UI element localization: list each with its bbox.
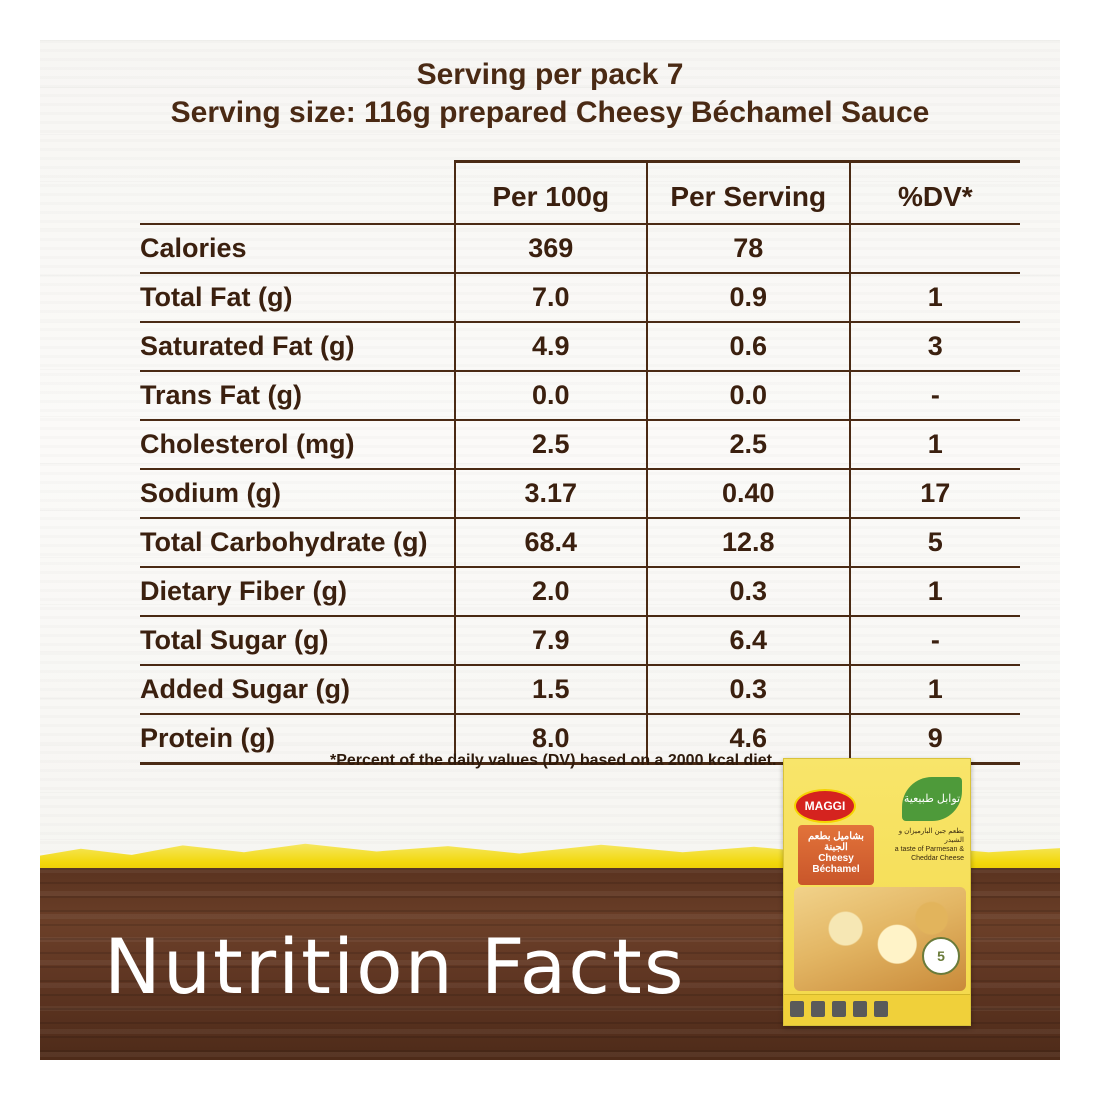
dv-value: - [848, 616, 1020, 666]
dv-value [848, 224, 1020, 274]
per-100g-value: 1.5 [453, 665, 647, 715]
nutrition-facts-title: Nutrition Facts [104, 922, 686, 1011]
dv-value: 5 [848, 518, 1020, 568]
pack-nutrition-strip [784, 994, 970, 1025]
nutrient-label: Saturated Fat (g) [140, 322, 455, 372]
nutrient-label: Total Carbohydrate (g) [140, 518, 455, 568]
nutrient-label: Total Sugar (g) [140, 616, 455, 666]
per-100g-value: 0.0 [453, 371, 647, 421]
dv-footnote: *Percent of the daily values (DV) based … [330, 752, 777, 769]
nutrition-table: Per 100g Per Serving %DV* Calories 369 7… [140, 160, 1020, 765]
dv-value: 1 [848, 665, 1020, 715]
table-row: Cholesterol (mg) 2.5 2.5 1 [140, 420, 1020, 470]
nutrient-label: Total Fat (g) [140, 273, 455, 323]
per-100g-value: 68.4 [453, 518, 647, 568]
table-row: Dietary Fiber (g) 2.0 0.3 1 [140, 567, 1020, 617]
gda-icon [853, 1001, 867, 1017]
table-row: Trans Fat (g) 0.0 0.0 - [140, 371, 1020, 421]
per-100g-value: 2.5 [453, 420, 647, 470]
per-serving-value: 6.4 [645, 616, 850, 666]
table-row: Total Sugar (g) 7.9 6.4 - [140, 616, 1020, 666]
per-100g-value: 3.17 [453, 469, 647, 519]
table-row: Added Sugar (g) 1.5 0.3 1 [140, 665, 1020, 715]
gda-icon [811, 1001, 825, 1017]
product-name-english: Cheesy Béchamel [812, 853, 860, 875]
per-serving-value: 2.5 [645, 420, 850, 470]
table-row: Total Carbohydrate (g) 68.4 12.8 5 [140, 518, 1020, 568]
gda-icon [790, 1001, 804, 1017]
serving-size: Serving size: 116g prepared Cheesy Bécha… [170, 96, 930, 129]
nutrient-label: Cholesterol (mg) [140, 420, 455, 470]
product-pack-image: MAGGI توابل طبيعية بشاميل بطعم الجبنة Ch… [783, 758, 971, 1026]
table-row: Protein (g) 8.0 4.6 9 [140, 714, 1020, 765]
product-name-label: بشاميل بطعم الجبنة Cheesy Béchamel [798, 825, 874, 885]
table-row: Calories 369 78 [140, 224, 1020, 274]
maggi-logo: MAGGI [794, 789, 856, 823]
product-name-arabic: بشاميل بطعم الجبنة [808, 831, 864, 853]
per-100g-value: 8.0 [453, 714, 647, 765]
gda-icon [874, 1001, 888, 1017]
per-100g-value: 7.9 [453, 616, 647, 666]
natural-spices-leaf-badge: توابل طبيعية [902, 777, 962, 821]
product-description-english: a taste of Parmesan & Cheddar Cheese [894, 846, 964, 862]
dv-value: 1 [848, 273, 1020, 323]
dv-value: 1 [848, 420, 1020, 470]
column-header-dv: %DV* [848, 160, 1020, 225]
servings-per-pack: Serving per pack 7 [416, 58, 684, 91]
dv-value: 3 [848, 322, 1020, 372]
per-100g-value: 369 [453, 224, 647, 274]
per-100g-value: 7.0 [453, 273, 647, 323]
product-description-arabic: بطعم جبن البارميزان و الشيدر [898, 828, 964, 844]
product-description: بطعم جبن البارميزان و الشيدر a taste of … [884, 827, 964, 863]
gda-icon [832, 1001, 846, 1017]
per-serving-value: 0.6 [645, 322, 850, 372]
nutrient-label: Sodium (g) [140, 469, 455, 519]
per-100g-value: 2.0 [453, 567, 647, 617]
per-serving-value: 0.3 [645, 665, 850, 715]
per-serving-value: 4.6 [645, 714, 850, 765]
per-serving-value: 0.40 [645, 469, 850, 519]
per-100g-value: 4.9 [453, 322, 647, 372]
nutrient-label: Protein (g) [140, 714, 455, 765]
table-row: Total Fat (g) 7.0 0.9 1 [140, 273, 1020, 323]
per-serving-value: 78 [645, 224, 850, 274]
table-header-row: Per 100g Per Serving %DV* [140, 160, 1020, 225]
dv-value: 1 [848, 567, 1020, 617]
column-header-per-serving: Per Serving [645, 160, 850, 225]
dv-value: 9 [848, 714, 1020, 765]
ready-in-minutes-badge: 5 [922, 937, 960, 975]
per-serving-value: 0.0 [645, 371, 850, 421]
column-header-per-100g: Per 100g [453, 160, 647, 225]
dv-value: - [848, 371, 1020, 421]
nutrient-label: Dietary Fiber (g) [140, 567, 455, 617]
nutrient-label: Added Sugar (g) [140, 665, 455, 715]
per-serving-value: 0.3 [645, 567, 850, 617]
dv-value: 17 [848, 469, 1020, 519]
table-row: Saturated Fat (g) 4.9 0.6 3 [140, 322, 1020, 372]
per-serving-value: 0.9 [645, 273, 850, 323]
nutrient-label: Calories [140, 224, 455, 274]
per-serving-value: 12.8 [645, 518, 850, 568]
column-header-nutrient [140, 161, 455, 225]
table-row: Sodium (g) 3.17 0.40 17 [140, 469, 1020, 519]
nutrition-panel: Serving per pack 7 Serving size: 116g pr… [40, 40, 1060, 1060]
nutrient-label: Trans Fat (g) [140, 371, 455, 421]
